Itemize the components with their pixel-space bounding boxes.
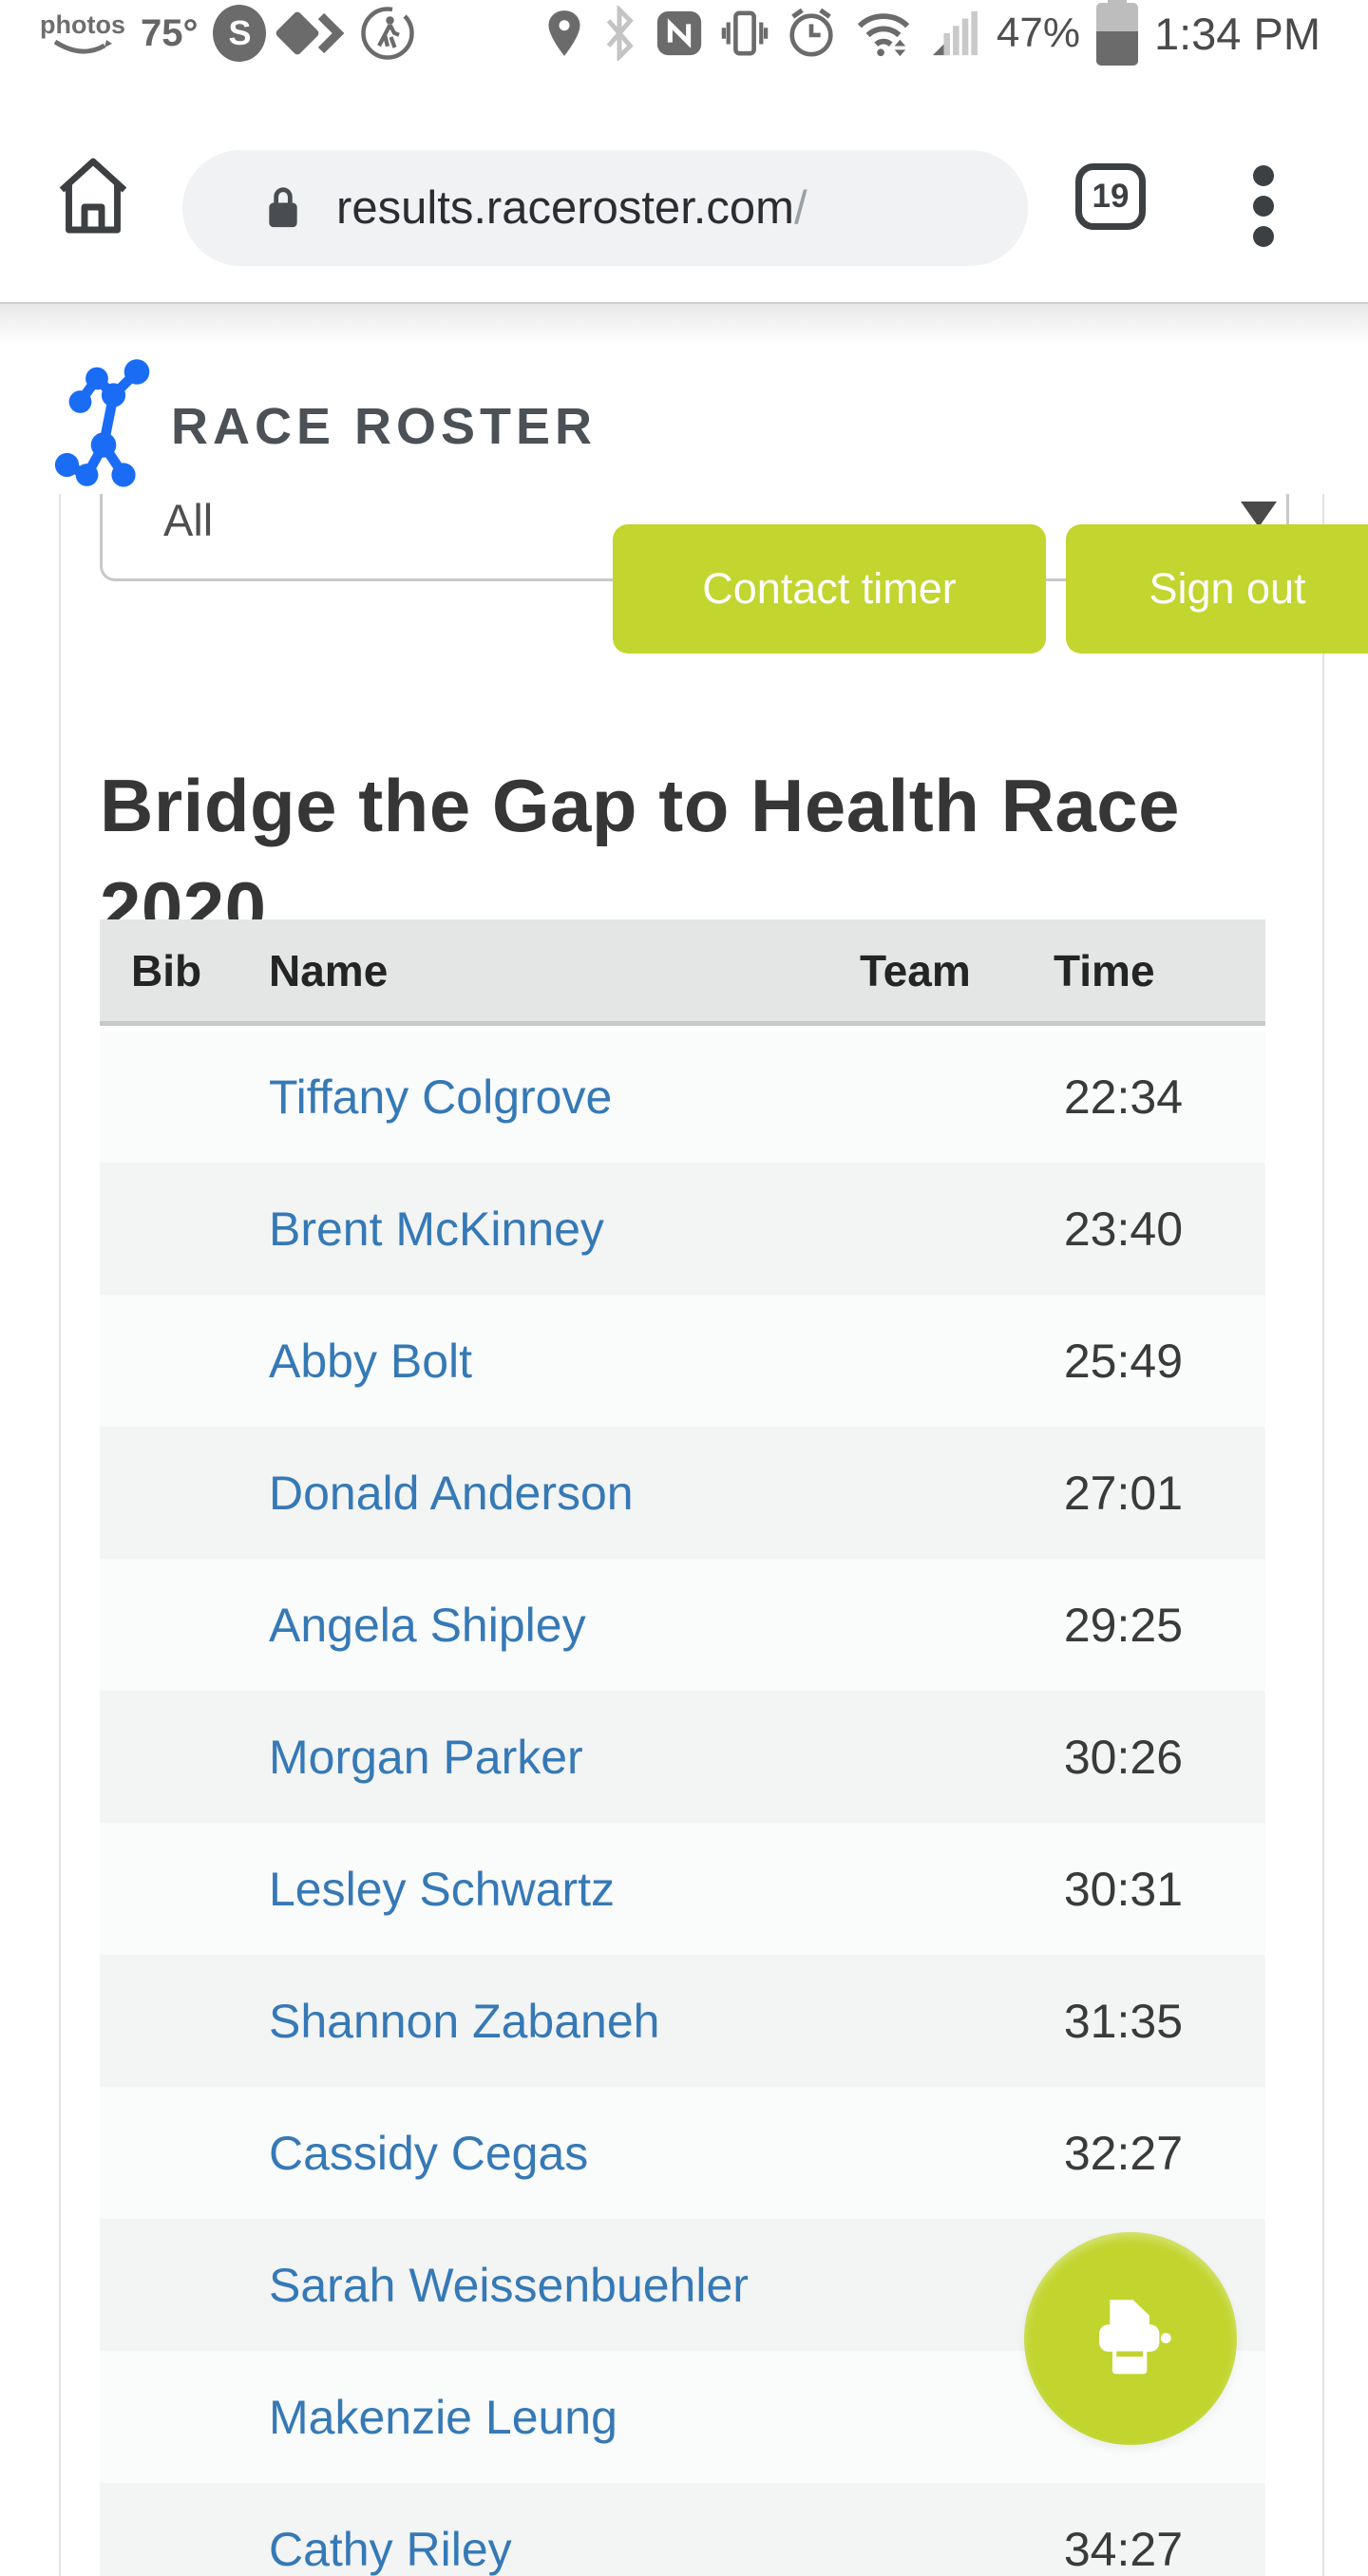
notification-icons: photos 75° S bbox=[40, 5, 416, 62]
amazon-smile-arrow bbox=[53, 39, 112, 53]
time-cell: 31:35 bbox=[1063, 1994, 1183, 2048]
table-row: Lesley Schwartz 30:31 bbox=[100, 1823, 1265, 1955]
results-table-header: Bib Name Team Time bbox=[100, 919, 1265, 1026]
clock: 1:34 PM bbox=[1153, 8, 1320, 59]
toolbar-shadow bbox=[0, 304, 1368, 346]
time-cell: 34:27 bbox=[1063, 2522, 1183, 2576]
location-pin-icon bbox=[548, 10, 580, 56]
nfc-icon bbox=[656, 10, 702, 56]
participant-link[interactable]: Shannon Zabaneh bbox=[269, 1994, 660, 2048]
sign-out-button[interactable]: Sign out bbox=[1066, 524, 1368, 653]
participant-link[interactable]: Angela Shipley bbox=[269, 1598, 586, 1652]
time-cell: 25:49 bbox=[1063, 1334, 1183, 1388]
time-cell: 32:27 bbox=[1063, 2126, 1183, 2180]
page-title: Bridge the Gap to Health Race 2020 bbox=[100, 764, 1181, 951]
walker-circle-icon bbox=[361, 7, 415, 60]
race-roster-logo-text: RACE ROSTER bbox=[171, 398, 598, 455]
panel-border-right bbox=[1322, 494, 1324, 2576]
vibrate-icon bbox=[721, 10, 769, 56]
amazon-photos-icon: photos bbox=[40, 9, 125, 57]
column-header-bib: Bib bbox=[131, 945, 202, 995]
browser-toolbar: results.raceroster.com/ 19 bbox=[0, 141, 1368, 277]
print-fab-button[interactable] bbox=[1024, 2232, 1237, 2445]
participant-link[interactable]: Cathy Riley bbox=[269, 2522, 512, 2576]
table-row: Cassidy Cegas 32:27 bbox=[100, 2087, 1265, 2219]
participant-link[interactable]: Brent McKinney bbox=[269, 1202, 604, 1256]
time-cell: 30:26 bbox=[1063, 1730, 1183, 1784]
participant-link[interactable]: Donald Anderson bbox=[269, 1466, 634, 1520]
system-status-icons: 47% 1:34 PM bbox=[543, 0, 1320, 66]
url-text: results.raceroster.com/ bbox=[336, 182, 808, 234]
time-cell: 27:01 bbox=[1063, 1466, 1183, 1520]
race-roster-nodes-icon bbox=[54, 359, 150, 487]
results-table-body: Tiffany Colgrove 22:34 Brent McKinney 23… bbox=[100, 1031, 1265, 2576]
table-row: Shannon Zabaneh 31:35 bbox=[100, 1955, 1265, 2087]
time-cell: 23:40 bbox=[1063, 1202, 1183, 1256]
participant-link[interactable]: Cassidy Cegas bbox=[269, 2126, 589, 2180]
filter-selected-value: All bbox=[163, 495, 214, 545]
site-header: RACE ROSTER bbox=[0, 306, 1368, 494]
bluetooth-icon bbox=[606, 6, 634, 61]
photos-label: photos bbox=[40, 9, 125, 39]
signal-bars-icon bbox=[932, 10, 978, 56]
temperature: 75° bbox=[140, 11, 199, 54]
toolbar-divider bbox=[0, 302, 1368, 304]
tab-switcher[interactable]: 19 bbox=[1075, 163, 1146, 230]
wifi-icon bbox=[857, 13, 910, 57]
participant-link[interactable]: Morgan Parker bbox=[269, 1730, 583, 1784]
table-row: Angela Shipley 29:25 bbox=[100, 1559, 1265, 1691]
participant-link[interactable]: Makenzie Leung bbox=[269, 2390, 618, 2444]
time-cell: 30:31 bbox=[1063, 1862, 1183, 1916]
table-row: Brent McKinney 23:40 bbox=[100, 1163, 1265, 1295]
time-cell: 22:34 bbox=[1063, 1070, 1183, 1124]
table-row: Cathy Riley 34:27 bbox=[100, 2483, 1265, 2576]
participant-link[interactable]: Abby Bolt bbox=[269, 1334, 473, 1388]
participant-link[interactable]: Sarah Weissenbuehler bbox=[269, 2258, 749, 2312]
panel-border-left bbox=[59, 494, 61, 2576]
contact-timer-button[interactable]: Contact timer bbox=[613, 524, 1046, 653]
battery-percent: 47% bbox=[996, 9, 1080, 56]
column-header-time: Time bbox=[1054, 945, 1155, 995]
diamond-chevron-icon bbox=[275, 9, 345, 57]
table-row: Abby Bolt 25:49 bbox=[100, 1295, 1265, 1427]
table-row: Donald Anderson 27:01 bbox=[100, 1427, 1265, 1559]
lock-icon bbox=[269, 187, 297, 228]
kebab-menu-icon[interactable] bbox=[1252, 165, 1275, 247]
url-bar[interactable]: results.raceroster.com/ bbox=[182, 150, 1028, 266]
battery-icon bbox=[1095, 0, 1138, 66]
tab-count: 19 bbox=[1092, 178, 1130, 215]
column-header-name: Name bbox=[269, 945, 389, 995]
participant-link[interactable]: Tiffany Colgrove bbox=[269, 1070, 613, 1124]
alarm-clock-icon bbox=[789, 8, 833, 57]
column-header-team: Team bbox=[860, 945, 971, 995]
time-cell: 29:25 bbox=[1063, 1598, 1183, 1652]
samsung-s-icon: S bbox=[213, 5, 267, 62]
participant-link[interactable]: Lesley Schwartz bbox=[269, 1862, 616, 1916]
home-button[interactable] bbox=[53, 152, 133, 239]
printer-icon bbox=[1099, 2300, 1171, 2375]
table-row: Tiffany Colgrove 22:34 bbox=[100, 1031, 1265, 1163]
table-row: Morgan Parker 30:26 bbox=[100, 1691, 1265, 1823]
status-bar: photos 75° S bbox=[0, 0, 1368, 66]
chevron-down-icon bbox=[1241, 502, 1277, 527]
